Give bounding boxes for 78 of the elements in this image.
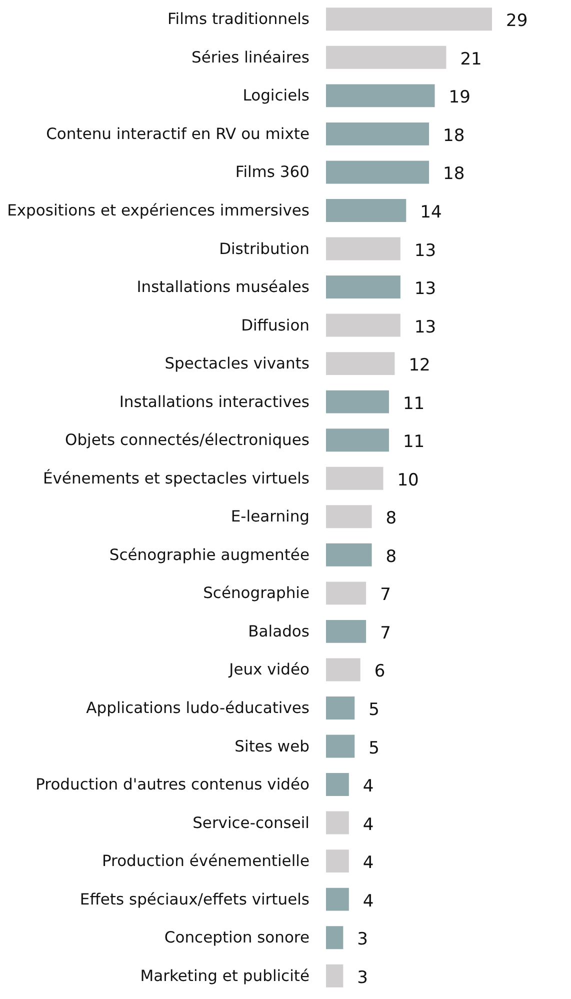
bar (326, 276, 400, 298)
y-tick-label: Expositions et expériences immersives (7, 201, 310, 220)
bar (326, 696, 355, 720)
y-tick-label: Installations interactives (119, 392, 310, 411)
bar (326, 237, 400, 260)
bar (326, 620, 366, 643)
y-tick-label: Installations muséales (136, 278, 310, 296)
data-label: 8 (386, 546, 397, 567)
y-tick-label: Sites web (234, 737, 310, 756)
bar (326, 160, 430, 184)
bar (326, 352, 395, 376)
bar (326, 543, 372, 566)
data-label: 18 (443, 164, 465, 184)
data-label: 13 (414, 317, 436, 338)
y-tick-label: Distribution (219, 240, 310, 258)
y-tick-label: Service-conseil (192, 814, 310, 832)
data-label: 14 (420, 202, 442, 222)
data-label: 13 (414, 240, 436, 261)
y-tick-label: Jeux vidéo (228, 660, 310, 679)
y-tick-label: Effets spéciaux/effets virtuels (80, 890, 310, 908)
y-tick-label: Événements et spectacles virtuels (42, 468, 310, 488)
data-label: 11 (402, 394, 425, 414)
data-label: 12 (408, 356, 430, 376)
bar (326, 582, 366, 605)
data-label: 3 (357, 968, 368, 988)
bar (326, 505, 372, 528)
y-tick-label: Spectacles vivants (164, 354, 310, 373)
data-label: 29 (506, 11, 528, 32)
data-label: 4 (362, 814, 374, 835)
y-tick-label: E-learning (230, 508, 310, 526)
bar (326, 964, 344, 988)
data-label: 5 (368, 738, 380, 758)
y-tick-label: Applications ludo-éducatives (86, 698, 310, 717)
y-tick-label: Films traditionnels (167, 10, 310, 28)
data-label: 13 (414, 279, 436, 300)
bar (326, 734, 355, 758)
y-tick-label: Films 360 (235, 163, 310, 182)
y-tick-label: Séries linéaires (191, 48, 310, 66)
y-tick-label: Contenu interactif en RV ou mixte (46, 124, 310, 143)
y-tick-label: Conception sonore (164, 928, 310, 947)
data-label: 4 (362, 776, 374, 797)
y-tick-label: Scénographie augmentée (109, 546, 310, 564)
bar (326, 811, 349, 834)
y-tick-label: Marketing et publicité (140, 966, 310, 985)
data-label: 18 (443, 126, 465, 146)
bar (326, 199, 406, 222)
bar (326, 122, 430, 146)
y-tick-label: Objets connectés/électroniques (65, 431, 310, 450)
data-label: 10 (397, 470, 419, 490)
y-tick-label: Production d'autres contenus vidéo (36, 776, 310, 794)
y-tick-label: Production événementielle (102, 852, 310, 870)
y-tick-label: Scénographie (203, 584, 310, 602)
y-tick-label: Balados (248, 622, 310, 640)
bar (326, 46, 446, 69)
bar (326, 8, 492, 31)
data-label: 11 (402, 432, 425, 452)
data-label: 4 (362, 853, 374, 874)
y-tick-label: Diffusion (241, 316, 310, 334)
bar (326, 466, 384, 490)
data-label: 6 (374, 662, 386, 682)
bar (326, 926, 344, 950)
bar (326, 850, 349, 873)
bar (326, 888, 349, 911)
data-label: 7 (380, 623, 391, 644)
data-label: 3 (357, 930, 368, 950)
bar (326, 773, 349, 796)
data-label: 8 (386, 508, 397, 529)
data-label: 5 (368, 700, 380, 720)
y-tick-label: Logiciels (242, 86, 310, 105)
bar (326, 390, 389, 414)
bar (326, 314, 400, 337)
data-label: 4 (362, 891, 374, 912)
bar (326, 658, 360, 682)
bar (326, 84, 435, 108)
bar (326, 428, 389, 452)
data-label: 21 (460, 49, 482, 70)
data-label: 7 (380, 585, 391, 606)
data-label: 19 (448, 88, 470, 108)
